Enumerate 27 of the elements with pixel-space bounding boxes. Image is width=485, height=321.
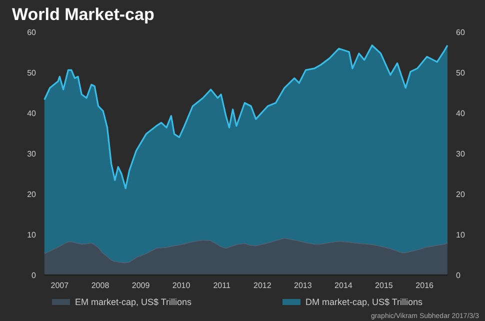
y-tick-label: 50 bbox=[27, 68, 37, 78]
x-tick-label: 2016 bbox=[416, 281, 434, 290]
y-tick-label: 20 bbox=[27, 190, 37, 199]
x-tick-label: 2008 bbox=[91, 281, 110, 290]
y-tick-label: 0 bbox=[32, 271, 37, 280]
x-tick-label: 2009 bbox=[132, 281, 150, 290]
y-tick-label: 30 bbox=[27, 150, 37, 158]
y-tick-label: 10 bbox=[27, 230, 37, 240]
y2-tick-label: 50 bbox=[456, 68, 466, 78]
x-tick-label: 2007 bbox=[50, 281, 70, 290]
y2-tick-label: 0 bbox=[456, 271, 461, 280]
y2-tick-label: 60 bbox=[456, 28, 466, 37]
y2-tick-label: 40 bbox=[456, 109, 466, 118]
x-tick-label: 2015 bbox=[375, 281, 394, 290]
y-tick-label: 60 bbox=[27, 28, 37, 37]
x-tick-label: 2011 bbox=[213, 281, 231, 290]
y-tick-label: 40 bbox=[27, 109, 37, 118]
y2-tick-label: 30 bbox=[456, 150, 466, 158]
x-tick-label: 2013 bbox=[294, 281, 312, 290]
y2-tick-label: 10 bbox=[456, 230, 466, 240]
x-tick-label: 2010 bbox=[172, 281, 191, 290]
x-tick-label: 2012 bbox=[254, 281, 272, 290]
chart-title: World Market-cap bbox=[12, 5, 154, 24]
y2-tick-label: 20 bbox=[456, 190, 466, 199]
legend-label: DM market-cap, US$ Trillions bbox=[306, 297, 424, 307]
legend-label: EM market-cap, US$ Trillions bbox=[75, 297, 192, 307]
x-tick-label: 2014 bbox=[334, 281, 353, 290]
